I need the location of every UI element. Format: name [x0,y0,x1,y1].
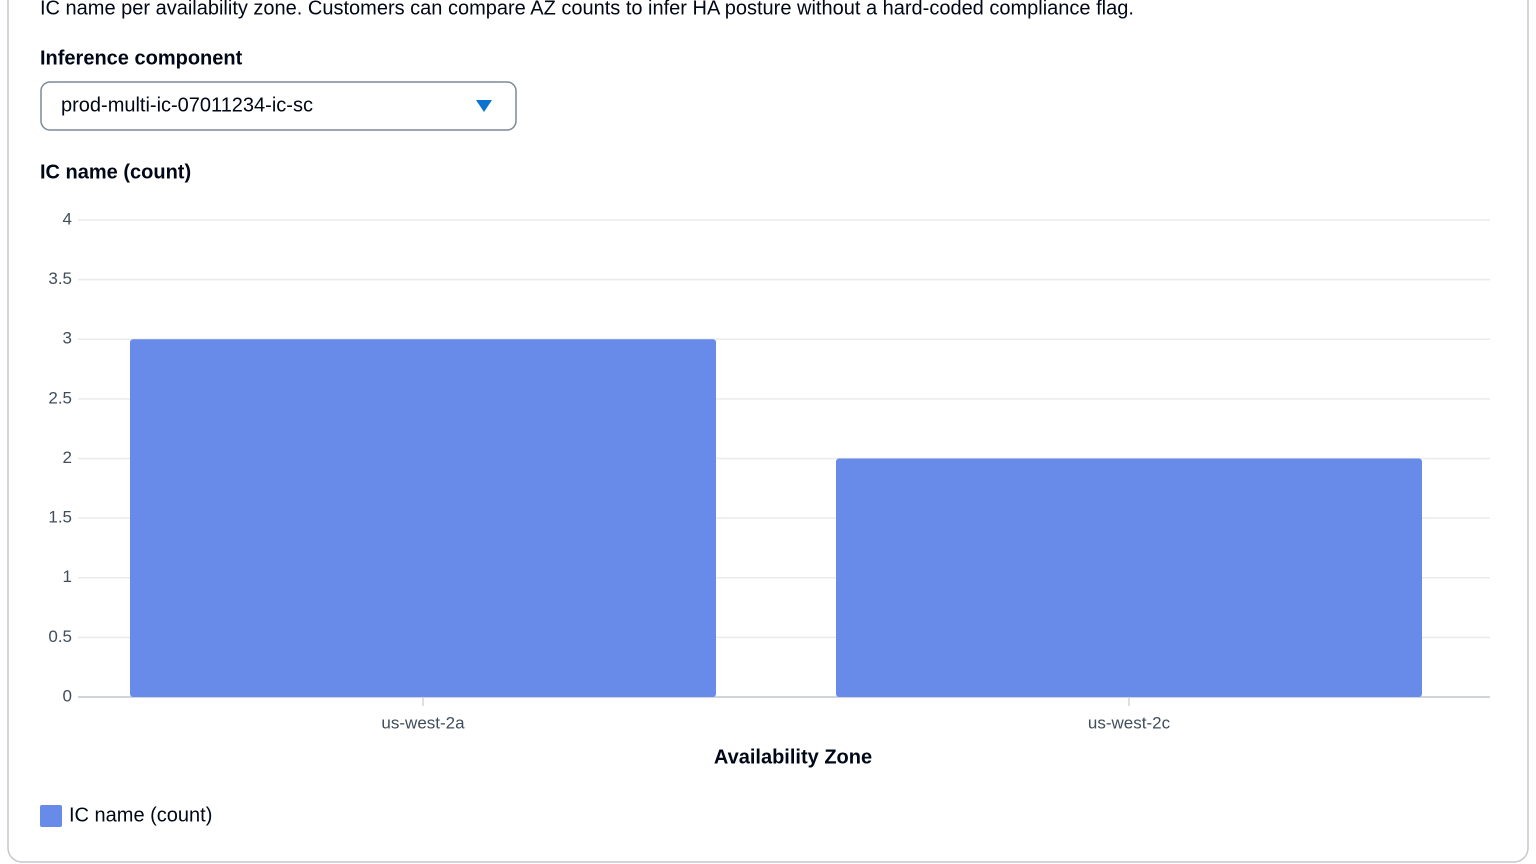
select-caret[interactable] [476,100,492,112]
y-axis-title: IC name (count) [40,161,191,183]
y-tick-label: 1.5 [48,508,72,527]
x-tick-label: us-west-2c [1088,713,1171,732]
bar [836,458,1422,697]
x-axis-title: Availability Zone [714,746,872,768]
y-tick-label: 3.5 [48,269,72,288]
description: IC name per availability zone. Customers… [40,0,1134,19]
y-tick-label: 2.5 [48,388,72,407]
y-tick-label: 4 [63,209,72,228]
select-box[interactable] [40,81,517,131]
y-tick-label: 2 [63,448,72,467]
y-tick-label: 1 [63,567,72,586]
select[interactable]: prod-multi-ic-07011234-ic-sc [40,81,517,131]
y-tick-label: 0.5 [48,627,72,646]
legend-swatch [40,805,62,827]
y-tick-label: 0 [63,686,72,705]
bar [130,339,716,697]
select-value[interactable]: prod-multi-ic-07011234-ic-sc [61,94,313,116]
legend-label: IC name (count) [69,804,212,826]
x-tick-label: us-west-2a [381,713,465,732]
select-label: Inference component [40,47,243,69]
y-tick-label: 3 [63,329,72,348]
